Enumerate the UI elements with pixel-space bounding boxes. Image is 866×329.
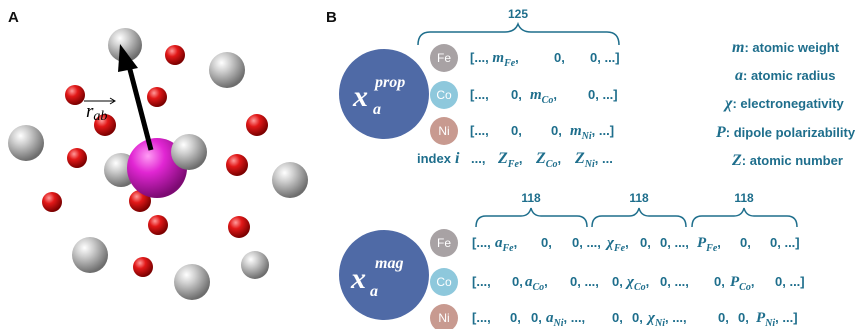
arrow-head (118, 44, 138, 72)
mag-vector-circle (339, 230, 429, 320)
brace-label: 118 (521, 191, 541, 205)
svg-text:Co: Co (436, 88, 452, 102)
prop-vector-symbol: x (352, 80, 368, 113)
grey-atom (171, 134, 207, 170)
grey-atom (174, 264, 210, 300)
element-badge-fe (430, 229, 458, 257)
svg-text:Co: Co (436, 275, 452, 289)
index-row: index i..., ZFe, ZCo, ZNi, ... (417, 150, 613, 170)
mag-row-fe: [..., aFe, 0, 0, ..., χFe, 0, 0, ..., PFe, 0, 0, … (472, 235, 800, 254)
legend-item-chi: χ: electronegativity (723, 95, 844, 112)
prop-block: 125 x a prop Fe Co Ni [..., mFe, 0, 0, ...… (339, 7, 620, 170)
red-atom (228, 216, 250, 238)
red-atom (147, 87, 167, 107)
vector-label: rab (86, 101, 107, 124)
red-atom (133, 257, 153, 277)
atomic-structure: rab (8, 28, 308, 300)
prop-vector-circle (339, 49, 429, 139)
grey-atom (209, 52, 245, 88)
legend-item-p: P: dipole polarizability (715, 124, 856, 141)
red-atom (94, 114, 116, 136)
prop-row-ni: [..., 0, 0, mNi, ...] (470, 123, 614, 142)
mag-row-co: [..., 0, aCo, 0, ..., 0, χCo, 0, ..., 0, PCo, 0, … (472, 274, 805, 293)
panel-b-label: B (326, 9, 337, 26)
legend: m: atomic weight a: atomic radius χ: ele… (715, 39, 856, 169)
red-atom (42, 192, 62, 212)
legend-item-z: Z: atomic number (731, 152, 843, 169)
element-badge-co (430, 268, 458, 296)
brace-125 (417, 21, 620, 46)
brace-label: 125 (508, 7, 528, 21)
legend-item-m: m: atomic weight (732, 39, 840, 56)
brace-118-a (475, 207, 588, 228)
legend-item-a: a: atomic radius (735, 67, 835, 84)
element-badge-ni (430, 304, 458, 329)
prop-row-fe: [..., mFe, 0, 0, ...] (470, 50, 620, 69)
svg-text:Ni: Ni (438, 124, 449, 138)
svg-text:a: a (373, 101, 381, 118)
svg-text:Fe: Fe (437, 51, 451, 65)
element-badge-co (430, 81, 458, 109)
grey-atom (272, 162, 308, 198)
grey-atom (108, 28, 142, 62)
mag-block: 118 118 118 x a mag Fe Co Ni [..., aFe, 0,… (339, 191, 805, 329)
brace-label: 118 (629, 191, 649, 205)
svg-text:Ni: Ni (438, 311, 449, 325)
svg-text:x: x (350, 262, 366, 295)
mag-row-ni: [..., 0, 0, aNi, ..., 0, 0, χNi, ..., 0, 0, PNi, … (472, 310, 798, 329)
grey-atom (241, 251, 269, 279)
brace-118-b (591, 207, 687, 228)
red-atom (165, 45, 185, 65)
red-atom (148, 215, 168, 235)
element-badge-fe (430, 44, 458, 72)
red-atom (226, 154, 248, 176)
grey-atom (8, 125, 44, 161)
svg-text:a: a (370, 283, 378, 300)
prop-row-co: [..., 0, mCo, 0, ...] (470, 87, 618, 106)
red-atom (246, 114, 268, 136)
distance-vector-arrow (125, 61, 154, 151)
red-atom (67, 148, 87, 168)
panel-a-label: A (8, 9, 19, 26)
red-atom (65, 85, 85, 105)
brace-118-c (691, 207, 798, 228)
grey-atom (72, 237, 108, 273)
svg-text:mag: mag (375, 255, 403, 272)
element-badge-ni (430, 117, 458, 145)
svg-text:prop: prop (373, 74, 405, 91)
brace-label: 118 (734, 191, 754, 205)
svg-text:Fe: Fe (437, 236, 451, 250)
